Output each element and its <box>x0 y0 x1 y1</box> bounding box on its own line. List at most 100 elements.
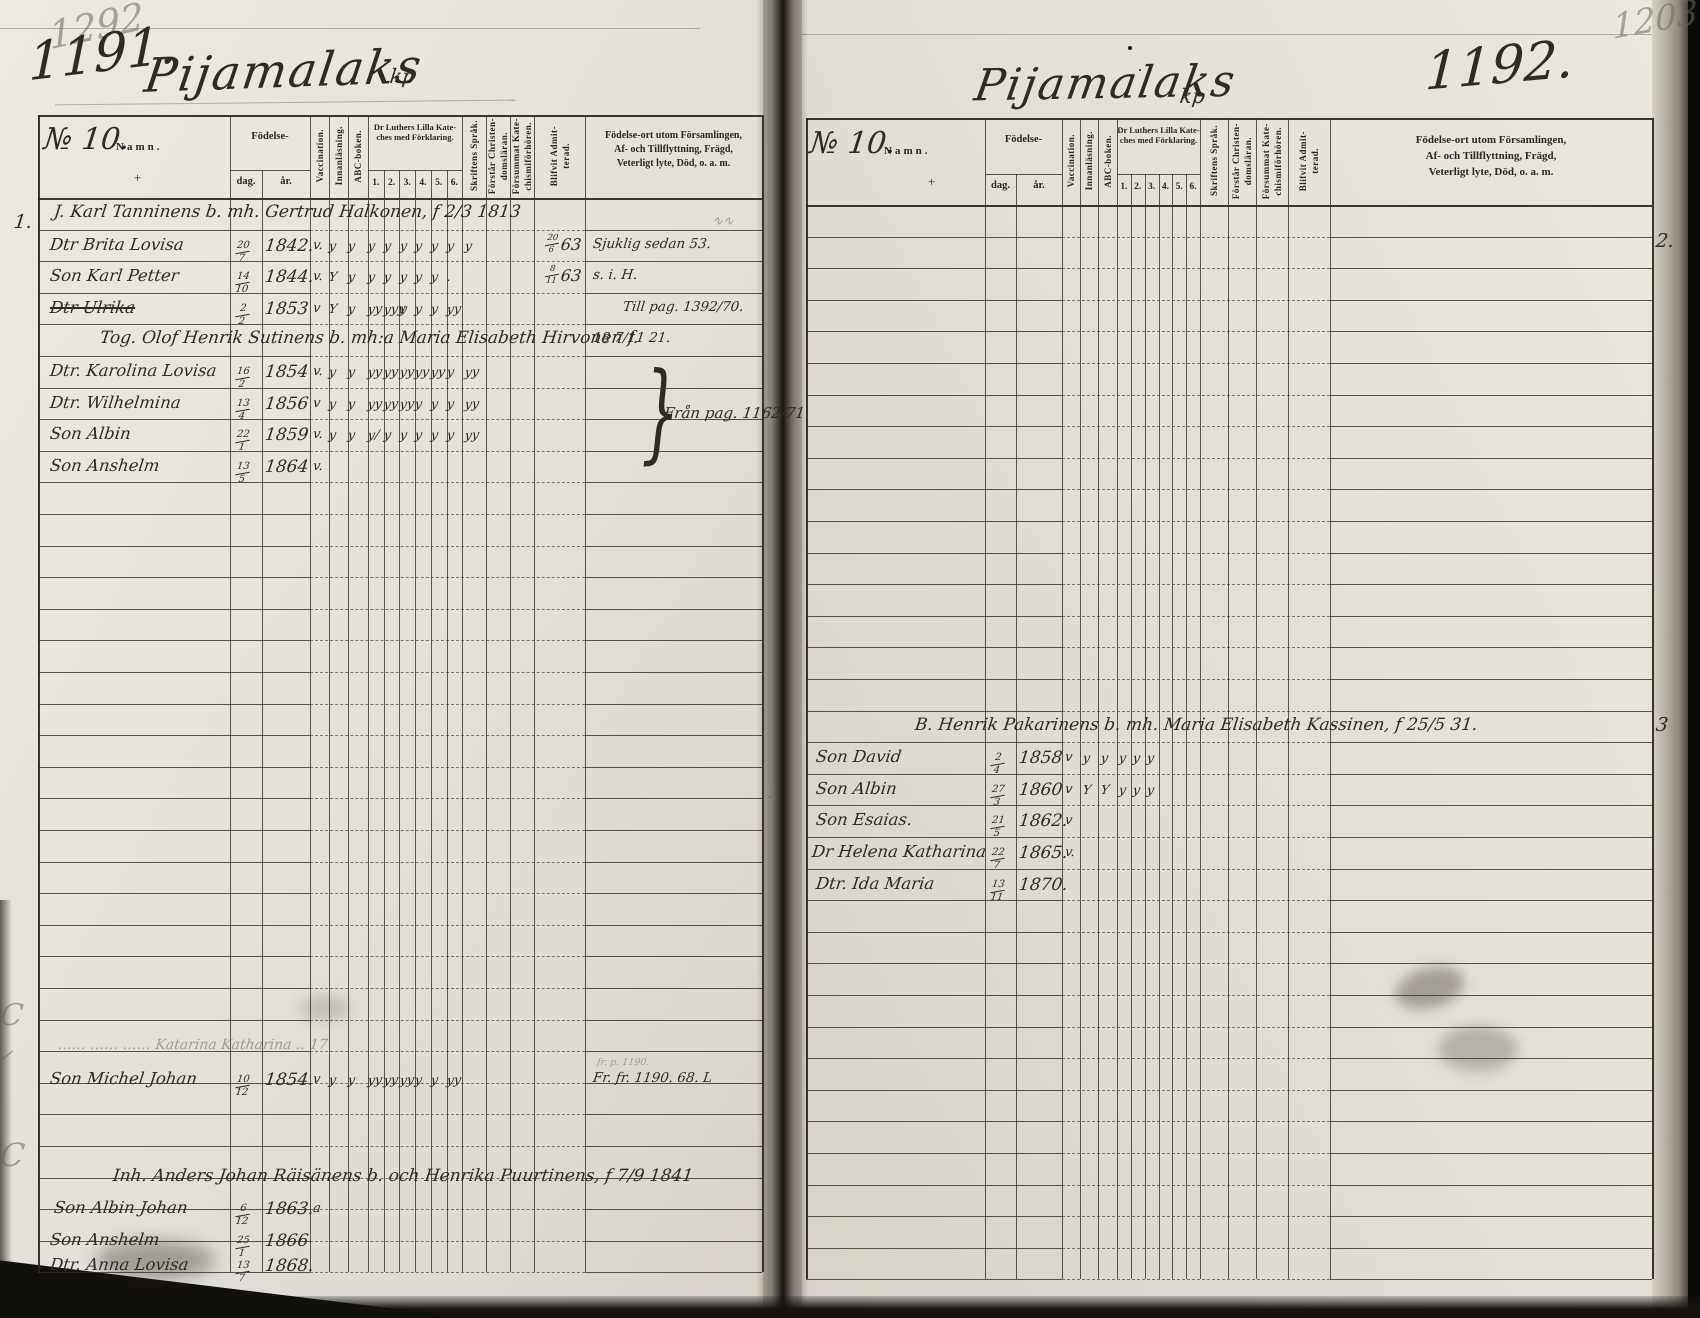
notes-line3: Veterligt lyte, Död, o. a. m. <box>616 158 731 169</box>
row-line <box>806 1247 1062 1249</box>
birth-year: 1853 <box>263 298 310 319</box>
row-line <box>310 956 585 958</box>
row-line <box>1062 868 1330 870</box>
row-line <box>38 1177 310 1179</box>
row-line <box>1062 584 1330 586</box>
column-forsummat-label-right: Försummat Kate- chismiförhören. <box>1256 119 1288 203</box>
kateches-number: 1. <box>1120 182 1128 192</box>
entry-name-text: Dtr. Karolina Lovisa <box>48 361 218 380</box>
row-line <box>38 577 310 579</box>
row-line <box>585 1272 762 1274</box>
row-line <box>806 1184 1062 1186</box>
row-line <box>38 1272 310 1274</box>
margin-scribble: 2 <box>767 786 778 802</box>
page-right-paper <box>802 0 1652 1318</box>
vaccination-label-text: Vaccination. <box>314 129 325 183</box>
row-line <box>1062 1247 1330 1249</box>
notes-line2: Af- och Tillflyttning, Frägd, <box>1425 150 1557 162</box>
column-namn-label-left: Namn. <box>116 141 163 153</box>
row-line <box>1062 236 1330 238</box>
row-line <box>38 514 310 515</box>
lesson-mark: yy <box>463 426 481 443</box>
row-line <box>1062 773 1330 775</box>
page-left-paper <box>0 0 763 1318</box>
row-line <box>38 482 310 484</box>
entry-name: Dtr. Anna Lovisa <box>49 1255 190 1274</box>
column-line <box>1062 118 1063 1280</box>
lesson-mark: yy <box>398 363 416 380</box>
entry-note: Fr. fr. 1190. 68. L <box>592 1069 714 1086</box>
row-line <box>1062 995 1330 996</box>
subcolumn-line <box>1186 174 1188 1280</box>
entry-name-text: Son David <box>814 747 903 767</box>
row-line <box>1330 710 1652 712</box>
page-top-edge-line <box>802 34 1652 35</box>
row-line <box>1062 963 1330 965</box>
row-line <box>806 1279 1062 1281</box>
page-title-left: Pijamalaks <box>141 39 427 104</box>
admit-year: 63 <box>559 234 583 254</box>
birth-year: 1854. <box>263 1069 315 1090</box>
row-line <box>38 419 310 421</box>
column-line <box>985 118 986 1280</box>
column-abc-label-left: ABC-boken. <box>348 116 368 196</box>
column-abc-label-right: ABC-boken. <box>1098 119 1117 203</box>
entry-name-text: Son Karl Petter <box>48 266 180 286</box>
row-line <box>1330 331 1652 333</box>
entry-name-text: Son Albin Johan <box>52 1198 189 1218</box>
row-line <box>310 1051 585 1053</box>
row-line <box>310 1177 585 1179</box>
row-line <box>38 893 310 895</box>
subcolumn-line <box>430 170 432 1273</box>
birth-year: 1870. <box>1017 874 1069 895</box>
row-line <box>310 608 585 610</box>
family-header: Inh. Anders Johan Räisänens b. och Henri… <box>111 1165 695 1186</box>
row-line <box>1062 552 1330 554</box>
column-line <box>1117 118 1118 1280</box>
row-line <box>38 672 310 673</box>
page-title-suffix-left: kp <box>388 64 417 88</box>
table-right-border <box>1652 118 1654 1280</box>
row-line <box>1062 647 1330 649</box>
row-line <box>1330 236 1652 238</box>
forsummat-line1: Försummat Kate- <box>511 117 521 195</box>
column-line <box>1200 118 1201 1280</box>
margin-scribble: ∿∿ <box>711 214 735 229</box>
row-line <box>585 640 762 642</box>
transfer-brace: } <box>641 350 680 475</box>
row-line <box>310 261 585 263</box>
date-fraction: 10 12 <box>234 1073 251 1098</box>
row-line <box>1330 995 1652 996</box>
entry-note: Till pag. 1392/70. <box>622 298 745 315</box>
admit-date: 20 6 63 <box>544 233 583 254</box>
row-line <box>1062 331 1330 333</box>
row-line <box>1062 1089 1330 1091</box>
row-line <box>585 419 762 421</box>
entry-name: Son Anshelm <box>49 456 161 475</box>
row-line <box>806 426 1062 428</box>
row-line <box>806 773 1062 775</box>
row-line <box>585 988 762 989</box>
row-line <box>1330 1247 1652 1249</box>
row-line <box>310 324 585 326</box>
row-line <box>310 1082 585 1084</box>
row-line <box>806 489 1062 491</box>
row-line <box>585 292 762 294</box>
column-fodelse-label-left: Födelse- <box>251 131 289 142</box>
date-fraction: 6 12 <box>234 1203 250 1228</box>
scan-edge-right <box>1688 0 1700 1318</box>
date-fraction: 13 5 <box>235 460 251 485</box>
vaccination-mark: v. <box>312 237 324 253</box>
table-left-border <box>806 118 808 1280</box>
kateches-number: 4. <box>419 178 427 188</box>
column-innanlasning-label-left: Innanläsning. <box>329 116 348 196</box>
column-vaccination-label-right: Vaccination. <box>1062 119 1080 203</box>
skrift-label-text: Skriftens Språk. <box>469 120 479 192</box>
row-line <box>585 1114 762 1116</box>
row-line <box>1062 363 1330 364</box>
row-line <box>310 229 585 231</box>
row-line <box>38 292 310 294</box>
entry-name: Son Albin Johan <box>53 1198 189 1217</box>
lesson-mark: yy <box>366 395 384 412</box>
abc-label-text: ABC-boken. <box>353 129 363 183</box>
